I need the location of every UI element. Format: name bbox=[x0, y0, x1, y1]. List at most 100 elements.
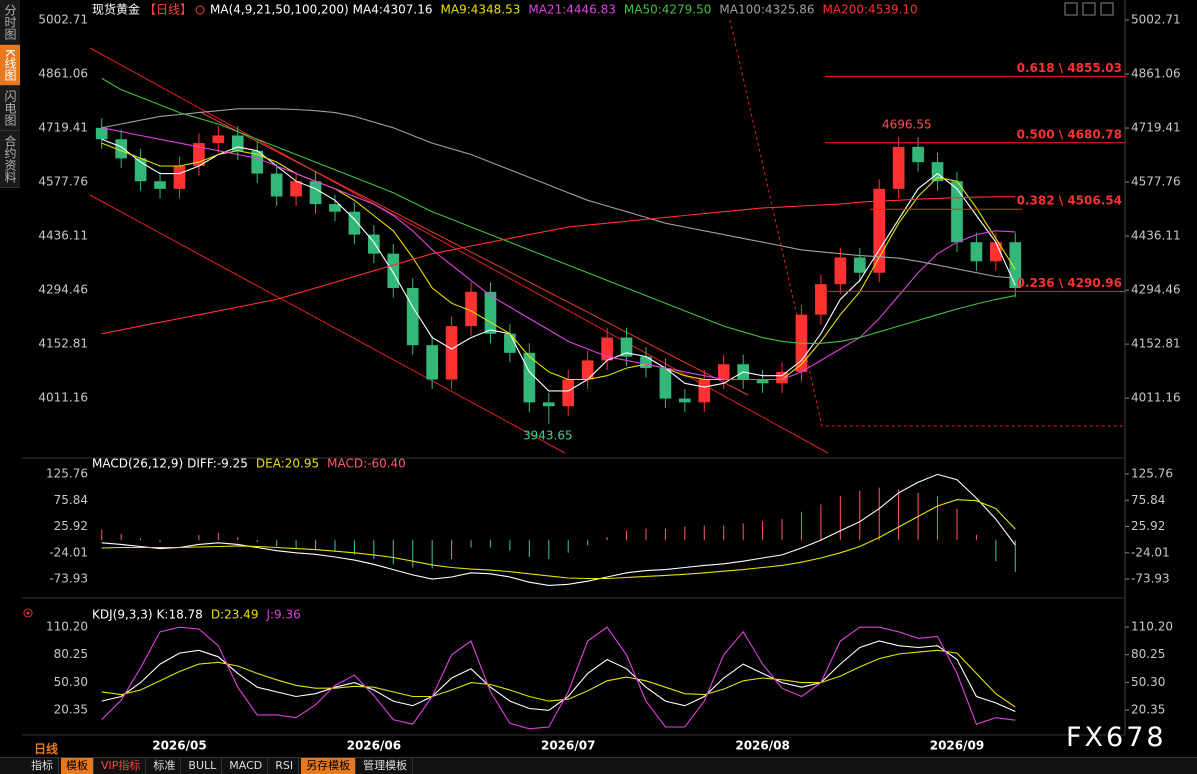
fib-label: 0.382 \ 4506.54 bbox=[1017, 194, 1122, 208]
candle-body bbox=[329, 204, 341, 212]
x-tick-label: 2026/05 bbox=[152, 739, 206, 753]
candle-body bbox=[523, 352, 536, 403]
candle-body bbox=[698, 379, 711, 403]
line bbox=[101, 473, 1016, 586]
y-tick-label: 4436.11 bbox=[38, 229, 88, 243]
y-tick-label: 4152.81 bbox=[38, 337, 88, 351]
tab[interactable]: 分时图 bbox=[0, 0, 20, 45]
side-tabs: 分时图 K线图 闪电图 合约资料 bbox=[0, 0, 20, 188]
price-label: 3943.65 bbox=[523, 428, 573, 442]
candle-body bbox=[834, 257, 847, 285]
channel-line bbox=[199, 111, 749, 396]
y-tick-label: 4719.41 bbox=[1131, 121, 1181, 135]
legend-text: MA9:4348.53 bbox=[441, 3, 521, 17]
candle-body bbox=[679, 398, 691, 403]
candle-body bbox=[387, 253, 400, 288]
button[interactable]: VIP指标 bbox=[96, 758, 147, 774]
legend-text: MACD:-60.40 bbox=[327, 457, 406, 471]
legend-text: K:18.78 bbox=[157, 608, 203, 622]
icon[interactable] bbox=[1082, 2, 1096, 16]
y-tick-label: 4152.81 bbox=[1131, 337, 1181, 351]
legend-text: MA4:4307.16 bbox=[353, 3, 433, 17]
candle-body bbox=[815, 284, 827, 315]
y-tick-label: 75.84 bbox=[54, 493, 88, 507]
icon bbox=[195, 5, 205, 15]
fib-label: 0.500 \ 4680.78 bbox=[1017, 127, 1122, 141]
y-tick-label: 4436.11 bbox=[1131, 229, 1181, 243]
tab[interactable]: 闪电图 bbox=[0, 85, 20, 131]
button[interactable]: MACD bbox=[224, 758, 269, 774]
button[interactable]: RSI bbox=[270, 758, 300, 774]
candle-body bbox=[581, 360, 594, 380]
chart: 5002.71 5002.71 4861.06 4861.06 4719.41 4719.… bbox=[22, 0, 1181, 753]
legend-text: 【日线】 bbox=[144, 3, 192, 17]
candle-body bbox=[504, 333, 516, 353]
line bbox=[101, 127, 1016, 381]
candle-body bbox=[931, 162, 944, 182]
candle-body bbox=[290, 181, 302, 197]
candle-body bbox=[251, 150, 264, 174]
legend-text: MA100:4325.86 bbox=[719, 3, 814, 17]
channel-line bbox=[89, 194, 566, 454]
y-tick-label: 110.20 bbox=[46, 620, 88, 634]
window-icons[interactable] bbox=[1064, 2, 1114, 16]
y-tick-label: 4861.06 bbox=[38, 67, 88, 81]
candle-body bbox=[309, 181, 322, 205]
candle-body bbox=[776, 371, 788, 384]
candle-body bbox=[95, 127, 108, 140]
line bbox=[101, 640, 1016, 713]
candle-body bbox=[756, 379, 769, 384]
x-tick-label: 2026/09 bbox=[930, 739, 984, 753]
y-tick-label: 5002.71 bbox=[1131, 13, 1181, 27]
candle-body bbox=[231, 135, 244, 151]
y-tick-label: 50.30 bbox=[54, 675, 88, 689]
y-tick-label: 4011.16 bbox=[1131, 391, 1181, 405]
button[interactable]: 模板 bbox=[61, 758, 94, 774]
icon bbox=[26, 611, 30, 615]
button[interactable]: 另存模板 bbox=[301, 758, 357, 774]
y-tick-label: 4294.46 bbox=[38, 283, 88, 297]
icon[interactable] bbox=[1064, 2, 1078, 16]
icon[interactable] bbox=[1100, 2, 1114, 16]
candle-body bbox=[970, 242, 983, 262]
candle-body bbox=[212, 135, 225, 144]
y-tick-label: 4577.76 bbox=[1131, 175, 1181, 189]
button[interactable]: 指标 bbox=[26, 758, 59, 774]
x-tick-label: 2026/07 bbox=[541, 739, 595, 753]
button[interactable]: 标准 bbox=[148, 758, 182, 774]
line bbox=[101, 142, 1016, 381]
dashed-line bbox=[729, 19, 1125, 427]
fib-label: 0.618 \ 4855.03 bbox=[1017, 61, 1122, 75]
button[interactable]: BULL bbox=[183, 758, 223, 774]
tab[interactable]: 合约资料 bbox=[0, 130, 20, 188]
candle-body bbox=[445, 326, 458, 380]
y-tick-label: 20.35 bbox=[1131, 703, 1165, 717]
y-tick-label: 4719.41 bbox=[38, 121, 88, 135]
y-tick-label: 80.25 bbox=[54, 647, 88, 661]
legend-text: DIFF:-9.25 bbox=[187, 457, 248, 471]
y-tick-label: 4861.06 bbox=[1131, 67, 1181, 81]
icon[interactable] bbox=[23, 608, 33, 618]
x-tick-label: 2026/08 bbox=[735, 739, 789, 753]
candle-body bbox=[562, 379, 575, 407]
channel-line bbox=[89, 47, 829, 454]
legend-text: J:9.36 bbox=[265, 608, 300, 622]
legend-text: MA200:4539.10 bbox=[823, 3, 918, 17]
candle-body bbox=[270, 173, 283, 197]
watermark: FX678 bbox=[1066, 722, 1167, 753]
candle-body bbox=[912, 146, 924, 163]
legend-text: MACD(26,12,9) bbox=[92, 457, 183, 471]
candle-body bbox=[173, 165, 186, 189]
y-tick-label: -24.01 bbox=[1131, 545, 1170, 559]
period-label: 日线 bbox=[34, 742, 59, 756]
price-label: 4696.55 bbox=[882, 117, 932, 131]
button[interactable]: 管理模板 bbox=[358, 758, 414, 774]
candle-body bbox=[601, 337, 613, 361]
candle-body bbox=[134, 158, 147, 182]
legend-text: 现货黄金 bbox=[92, 2, 140, 17]
y-tick-label: -24.01 bbox=[49, 545, 88, 559]
legend-text: MA21:4446.83 bbox=[528, 3, 616, 17]
candle-body bbox=[1009, 242, 1022, 288]
tab[interactable]: K线图 bbox=[0, 45, 20, 86]
